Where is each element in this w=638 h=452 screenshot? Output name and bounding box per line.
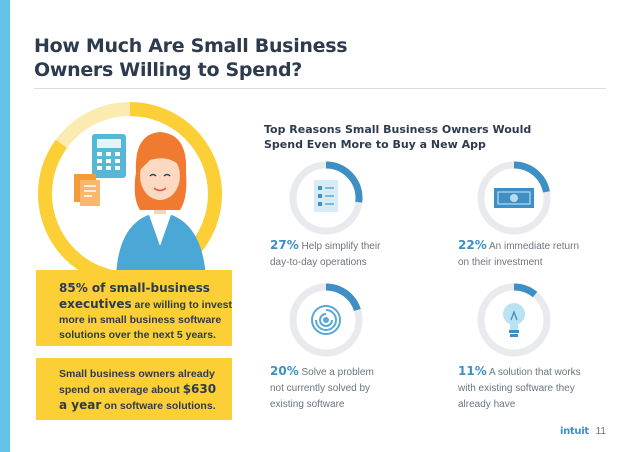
executives-stat-percent: 85% of small-business: [59, 281, 210, 295]
businesswoman-illustration: [116, 132, 206, 278]
reason-text-compatible: 11% A solution that works with existing …: [458, 364, 581, 410]
reason-ring-arc: [289, 283, 363, 357]
average-spend-amount: $630: [182, 382, 217, 396]
page-footer: intuit 11: [560, 426, 606, 437]
reason-text-return: 22% An immediate return on their investm…: [458, 238, 579, 268]
reasons-heading: Top Reasons Small Business Owners Would …: [264, 123, 532, 151]
reason-text-problem: 20% Solve a problem not currently solved…: [270, 364, 374, 410]
spend-donut-arc: [38, 102, 222, 278]
reason-ring-arc: [289, 161, 363, 235]
reason-text-simplify: 27% Help simplify their day-to-day opera…: [270, 238, 381, 268]
left-accent-bar: [0, 0, 10, 452]
lightbulb-icon: [503, 303, 525, 337]
money-icon: [494, 188, 534, 208]
reason-ring-problem: [289, 283, 363, 357]
intuit-logo: intuit: [559, 426, 589, 437]
title-divider: [34, 88, 606, 89]
executives-stat-box: 85% of small-business executives are wil…: [36, 270, 232, 346]
reason-ring-return: [477, 161, 551, 235]
checklist-icon: [314, 180, 338, 212]
reason-ring-compatible: [477, 283, 551, 357]
receipt-icon: [74, 174, 100, 206]
calculator-icon: [92, 134, 126, 178]
reason-ring-arc: [477, 283, 551, 357]
reason-ring-simplify: [289, 161, 363, 235]
reason-ring-arc: [477, 161, 551, 235]
hero-illustration: [38, 102, 222, 278]
maze-icon: [311, 305, 341, 335]
spend-donut-chart: [38, 102, 222, 278]
average-spend-box: Small business owners already spend on a…: [36, 358, 232, 420]
page-title: How Much Are Small Business Owners Willi…: [34, 35, 348, 81]
page-number: 11: [595, 426, 606, 437]
